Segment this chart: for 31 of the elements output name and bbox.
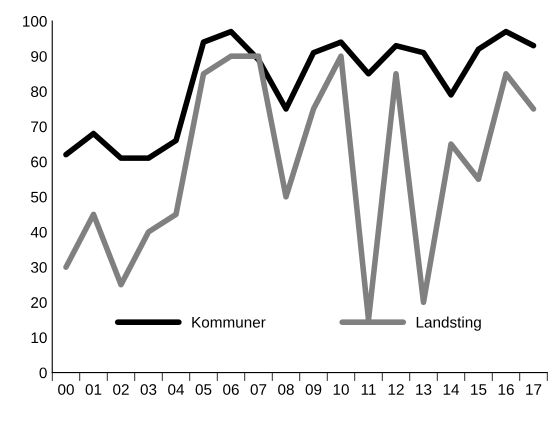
x-tick-label: 05 <box>196 384 212 395</box>
x-tick-label: 06 <box>223 384 239 395</box>
x-tick-label: 09 <box>306 384 322 395</box>
y-tick-label: 30 <box>30 262 47 273</box>
y-tick-label: 90 <box>31 51 47 62</box>
x-tick-label: 00 <box>58 384 74 395</box>
y-tick-label: 0 <box>39 367 47 378</box>
y-tick-label: 70 <box>31 121 47 132</box>
x-tick-label: 11 <box>362 384 376 395</box>
x-tick-label: 14 <box>444 384 460 395</box>
x-tick-label: 03 <box>140 384 156 395</box>
y-tick-label: 20 <box>31 297 47 308</box>
legend-label: Landsting <box>416 316 481 331</box>
x-tick-label: 04 <box>168 384 184 395</box>
x-tick-label: 07 <box>250 384 266 395</box>
x-tick-label: 08 <box>278 384 294 395</box>
y-tick-label: 40 <box>30 226 47 238</box>
legend-label: Kommuner <box>192 317 266 328</box>
y-tick-label: 80 <box>31 86 47 98</box>
x-tick-label: 01 <box>86 384 102 395</box>
x-tick-label: 10 <box>334 384 349 395</box>
x-tick-label: 13 <box>416 384 432 395</box>
y-tick-label: 50 <box>31 192 47 203</box>
y-tick-label: 10 <box>32 332 47 344</box>
x-tick-label: 02 <box>113 384 129 395</box>
y-tick-label: 60 <box>31 156 47 168</box>
x-tick-label: 17 <box>526 384 542 395</box>
y-tick-label: 100 <box>23 16 47 27</box>
x-tick-label: 16 <box>498 384 514 395</box>
x-tick-label: 12 <box>388 384 404 395</box>
x-tick-label: 15 <box>471 384 486 395</box>
